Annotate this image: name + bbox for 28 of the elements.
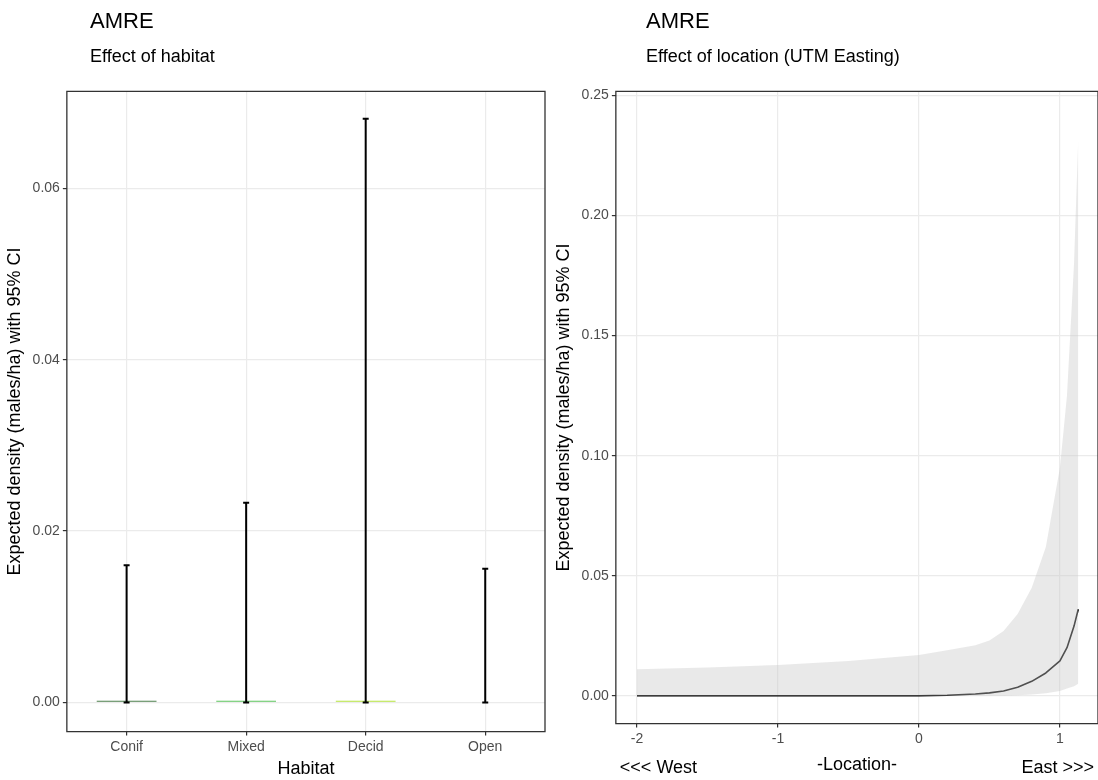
x-tick-label: Conif <box>110 737 144 754</box>
y-tick-label: 0.10 <box>581 446 610 463</box>
y-axis-title: Expected density (males/ha) with 95% CI <box>552 243 573 572</box>
text: East >>> <box>1021 756 1094 777</box>
chart-title: AMRE <box>90 8 154 34</box>
y-tick-label: 0.00 <box>32 693 61 710</box>
text: <<< West <box>619 756 698 777</box>
x-axis-title: -Location- <box>816 754 897 775</box>
x-tick-label: -2 <box>630 729 644 746</box>
x-tick-label: Open <box>468 737 503 754</box>
y-tick-label: 0.25 <box>581 86 610 103</box>
x-tick-label: -1 <box>771 729 785 746</box>
x-axis-title: Habitat <box>277 758 335 779</box>
x-tick-label: Decid <box>347 737 384 754</box>
y-axis-title: Expected density (males/ha) with 95% CI <box>3 247 24 576</box>
y-tick-label: 0.05 <box>581 566 610 583</box>
y-tick-label: 0.04 <box>32 350 61 367</box>
y-tick-label: 0.20 <box>581 206 610 223</box>
chart-title: AMRE <box>646 8 710 34</box>
x-tick-label: 0 <box>915 729 924 746</box>
y-tick-label: 0.02 <box>32 521 61 538</box>
x-tick-label: 1 <box>1056 729 1065 746</box>
x-tick-label: Mixed <box>227 737 265 754</box>
y-tick-label: 0.06 <box>32 179 61 196</box>
y-tick-label: 0.00 <box>581 686 610 703</box>
y-tick-label: 0.15 <box>581 326 610 343</box>
chart-subtitle: Effect of location (UTM Easting) <box>646 46 900 67</box>
chart-subtitle: Effect of habitat <box>90 46 215 67</box>
